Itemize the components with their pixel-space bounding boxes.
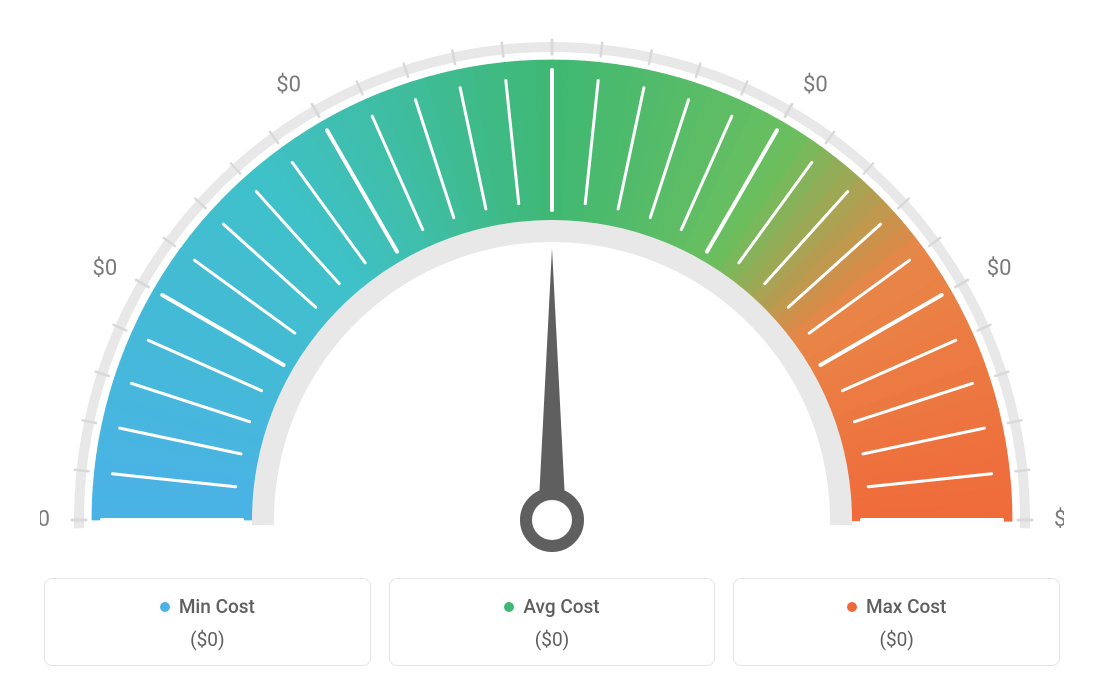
gauge-tick-label: $0 xyxy=(276,72,301,97)
legend-label-min: Min Cost xyxy=(179,595,255,618)
legend-label-max: Max Cost xyxy=(866,595,946,618)
gauge-tick-label: $0 xyxy=(40,507,50,532)
gauge-area: $0$0$0$0$0$0$0 xyxy=(40,20,1064,550)
legend-value-avg: ($0) xyxy=(402,628,703,651)
legend-card-avg: Avg Cost ($0) xyxy=(389,578,716,666)
gauge-svg: $0$0$0$0$0$0$0 xyxy=(40,20,1064,560)
legend-card-min: Min Cost ($0) xyxy=(44,578,371,666)
legend-row: Min Cost ($0) Avg Cost ($0) Max Cost ($0… xyxy=(40,578,1064,666)
legend-value-max: ($0) xyxy=(746,628,1047,651)
gauge-tick-label: $0 xyxy=(1054,507,1064,532)
legend-title-max: Max Cost xyxy=(847,595,946,618)
cost-gauge-infographic: $0$0$0$0$0$0$0 Min Cost ($0) Avg Cost ($… xyxy=(0,0,1104,690)
gauge-tick-label: $0 xyxy=(803,72,828,97)
dot-max xyxy=(847,602,857,612)
gauge-tick-label: $0 xyxy=(93,256,118,281)
legend-title-min: Min Cost xyxy=(160,595,255,618)
gauge-tick-label: $0 xyxy=(987,256,1012,281)
gauge-needle-hub xyxy=(526,494,578,546)
dot-min xyxy=(160,602,170,612)
legend-label-avg: Avg Cost xyxy=(523,595,599,618)
gauge-needle xyxy=(538,248,566,520)
legend-value-min: ($0) xyxy=(57,628,358,651)
legend-title-avg: Avg Cost xyxy=(504,595,599,618)
dot-avg xyxy=(504,602,514,612)
legend-card-max: Max Cost ($0) xyxy=(733,578,1060,666)
